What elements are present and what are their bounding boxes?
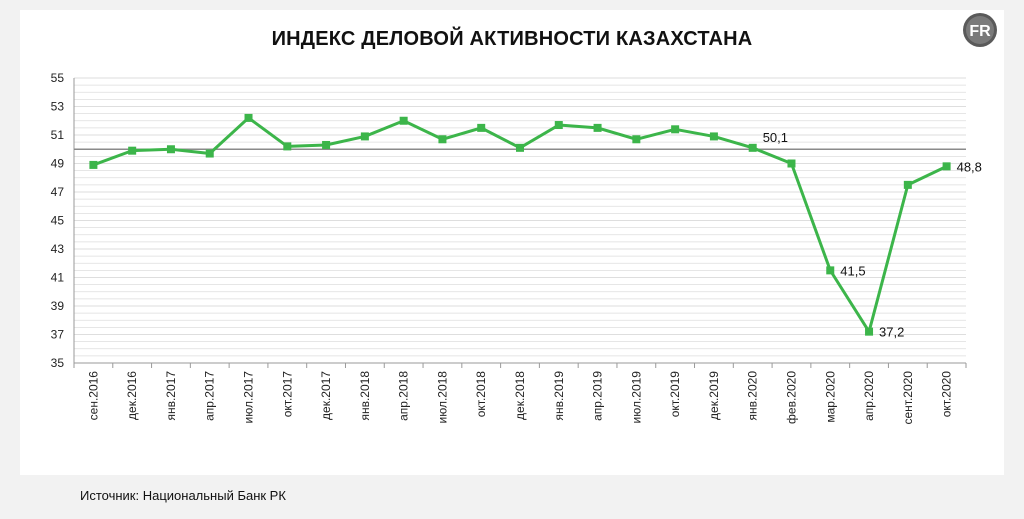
data-point — [438, 135, 447, 144]
data-point — [322, 140, 331, 149]
data-point — [865, 327, 874, 336]
data-point — [166, 145, 175, 154]
x-tick-label: дек.2019 — [707, 371, 721, 420]
data-point — [205, 149, 214, 158]
y-tick-label: 43 — [51, 242, 65, 256]
x-tick-label: апр.2020 — [862, 371, 876, 421]
y-tick-label: 39 — [51, 299, 65, 313]
x-tick-label: мар.2020 — [823, 371, 837, 423]
x-tick-label: янв.2018 — [358, 371, 372, 421]
x-tick-label: янв.2019 — [552, 371, 566, 421]
line-chart: 35 37 39 41 43 45 47 49 51 53 55 сен.2016 дек.2016 ян… — [51, 71, 982, 425]
data-point — [942, 162, 951, 171]
x-tick-label: окт.2020 — [940, 371, 954, 418]
x-tick-label: июл.2019 — [629, 371, 643, 424]
y-tick-label: 37 — [51, 328, 65, 342]
x-tick-label: июл.2017 — [242, 371, 256, 424]
data-point — [903, 180, 912, 189]
x-tick-label: сент.2020 — [901, 371, 915, 425]
data-point — [516, 143, 524, 152]
x-tick-label: дек.2016 — [125, 371, 139, 420]
data-point — [748, 143, 757, 152]
y-tick-label: 51 — [51, 128, 65, 142]
chart-title: ИНДЕКС ДЕЛОВОЙ АКТИВНОСТИ КАЗАХСТАНА — [271, 28, 753, 50]
data-label: 37,2 — [879, 325, 904, 340]
data-point — [593, 123, 602, 132]
data-point — [244, 113, 253, 122]
chart-panel — [20, 10, 1004, 475]
data-point — [477, 123, 486, 132]
data-point — [632, 135, 641, 144]
data-point — [826, 266, 835, 275]
data-point — [787, 159, 796, 168]
data-point — [360, 132, 369, 141]
x-tick-label: янв.2017 — [164, 371, 178, 421]
source-note: Источник: Национальный Банк РК — [80, 488, 286, 503]
x-tick-label: сен.2016 — [86, 371, 100, 421]
y-tick-label: 41 — [51, 271, 65, 285]
data-point — [709, 132, 718, 141]
x-tick-label: дек.2018 — [513, 371, 527, 420]
y-tick-label: 45 — [51, 214, 65, 228]
x-tick-label: окт.2018 — [474, 371, 488, 418]
data-point — [671, 125, 680, 134]
data-point — [128, 146, 137, 155]
x-tick-label: июл.2018 — [435, 371, 449, 424]
y-tick-label: 53 — [51, 100, 65, 114]
y-tick-label: 55 — [51, 71, 65, 85]
data-label: 41,5 — [840, 263, 865, 278]
x-tick-label: янв.2020 — [746, 371, 760, 421]
x-tick-label: апр.2018 — [397, 371, 411, 421]
data-point — [283, 142, 292, 151]
data-point — [399, 116, 408, 125]
data-label: 50,1 — [763, 130, 788, 145]
data-point — [554, 121, 563, 130]
y-tick-label: 49 — [51, 157, 65, 171]
y-tick-label: 35 — [51, 356, 65, 370]
x-tick-label: дек.2017 — [319, 371, 333, 420]
x-tick-label: апр.2017 — [203, 371, 217, 421]
x-tick-label: фев.2020 — [784, 371, 798, 424]
x-tick-label: апр.2019 — [591, 371, 605, 421]
data-label: 48,8 — [957, 159, 982, 174]
y-tick-label: 47 — [51, 185, 65, 199]
x-tick-label: окт.2017 — [280, 371, 294, 418]
fr-logo: FR — [963, 13, 997, 47]
data-point — [89, 160, 98, 169]
x-tick-label: окт.2019 — [668, 371, 682, 418]
logo-text: FR — [969, 23, 991, 40]
